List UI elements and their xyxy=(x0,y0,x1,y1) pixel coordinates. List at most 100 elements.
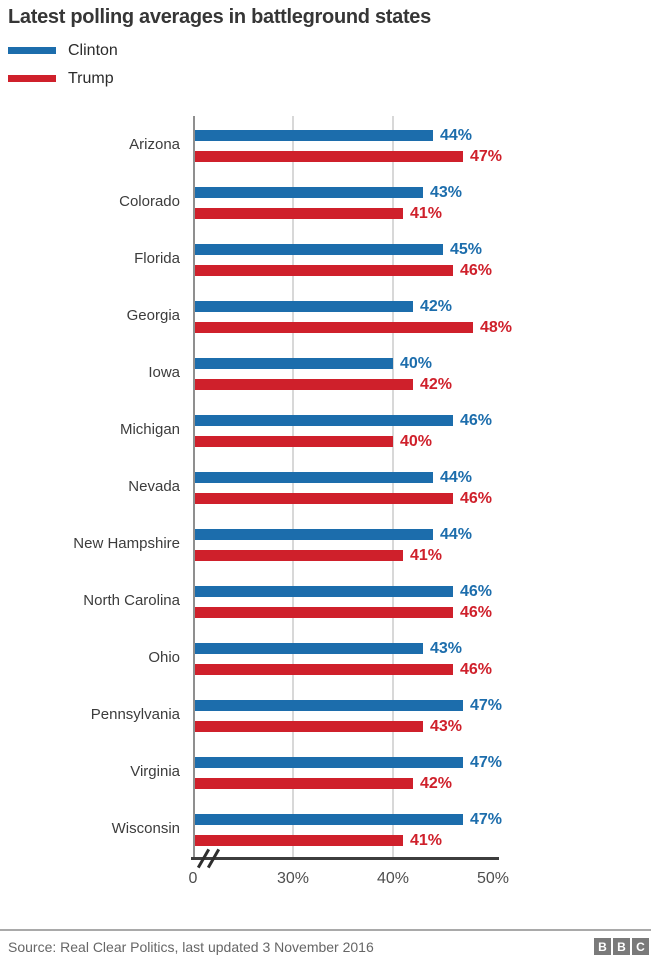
x-tick-label: 0 xyxy=(188,870,198,887)
x-tick-label: 50% xyxy=(476,870,510,887)
trump-value-label: 42% xyxy=(420,775,453,792)
footer-divider xyxy=(0,929,651,931)
state-bars: 40% 42% xyxy=(195,355,453,393)
trump-bar xyxy=(195,778,413,789)
clinton-value-label: 47% xyxy=(470,754,503,771)
clinton-bar xyxy=(195,643,423,654)
legend-item: Clinton xyxy=(8,41,118,60)
trump-bar-line: 41% xyxy=(195,547,472,564)
clinton-value-label: 44% xyxy=(440,526,473,543)
clinton-bar-line: 45% xyxy=(195,241,492,258)
legend-swatch xyxy=(8,47,56,54)
clinton-bar-line: 47% xyxy=(195,754,503,771)
clinton-value-label: 40% xyxy=(400,355,433,372)
clinton-bar xyxy=(195,529,433,540)
trump-bar xyxy=(195,721,423,732)
y-axis-line xyxy=(193,116,195,857)
clinton-value-label: 46% xyxy=(460,412,493,429)
trump-bar-line: 43% xyxy=(195,719,502,735)
state-row: Nevada 44% 46% xyxy=(0,458,651,515)
trump-value-label: 41% xyxy=(410,547,443,564)
trump-bar-line: 46% xyxy=(195,491,492,507)
state-label: New Hampshire xyxy=(73,535,180,552)
state-label: Arizona xyxy=(129,136,180,153)
clinton-bar xyxy=(195,187,423,198)
state-bars: 44% 46% xyxy=(195,469,492,507)
legend-label: Clinton xyxy=(68,41,118,59)
state-bars: 43% 41% xyxy=(195,184,463,222)
trump-bar xyxy=(195,151,463,162)
trump-bar-line: 42% xyxy=(195,376,453,393)
clinton-bar-line: 46% xyxy=(195,412,493,429)
clinton-bar xyxy=(195,700,463,711)
trump-value-label: 46% xyxy=(460,604,493,621)
legend: Clinton Trump xyxy=(8,41,118,88)
clinton-bar-line: 44% xyxy=(195,526,473,543)
state-label: Georgia xyxy=(126,307,180,324)
clinton-bar xyxy=(195,757,463,768)
clinton-bar xyxy=(195,130,433,141)
trump-value-label: 47% xyxy=(470,148,503,165)
trump-value-label: 48% xyxy=(480,319,513,336)
clinton-bar xyxy=(195,586,453,597)
bbc-logo-letter: B xyxy=(594,938,611,955)
state-row: Virginia 47% 42% xyxy=(0,743,651,800)
legend-item: Trump xyxy=(8,69,118,88)
chart-title: Latest polling averages in battleground … xyxy=(8,6,431,28)
plot-area: Arizona 44% 47% Colorado 43% 41% Florida xyxy=(0,116,651,857)
clinton-bar-line: 44% xyxy=(195,470,492,486)
trump-bar-line: 41% xyxy=(195,832,502,849)
trump-bar-line: 46% xyxy=(195,661,493,678)
clinton-bar xyxy=(195,301,413,312)
state-row: Wisconsin 47% 41% xyxy=(0,800,651,857)
trump-value-label: 41% xyxy=(410,205,443,222)
clinton-bar xyxy=(195,814,463,825)
clinton-value-label: 43% xyxy=(430,184,463,201)
bbc-logo-letter: C xyxy=(632,938,649,955)
x-tick-label: 40% xyxy=(376,870,410,887)
clinton-bar-line: 40% xyxy=(195,355,452,372)
state-row: Georgia 42% 48% xyxy=(0,287,651,344)
clinton-bar xyxy=(195,358,393,369)
trump-bar-line: 40% xyxy=(195,434,492,450)
trump-value-label: 42% xyxy=(420,376,453,393)
legend-label: Trump xyxy=(68,69,114,87)
gridline xyxy=(392,116,394,857)
state-bars: 43% 46% xyxy=(195,640,493,678)
state-label: Nevada xyxy=(128,478,180,495)
clinton-bar-line: 46% xyxy=(195,584,492,600)
trump-bar-line: 42% xyxy=(195,775,502,792)
source-text: Source: Real Clear Politics, last update… xyxy=(8,939,374,955)
clinton-bar-line: 43% xyxy=(195,184,463,201)
trump-bar xyxy=(195,208,403,219)
state-bars: 46% 46% xyxy=(195,583,493,621)
state-label: Wisconsin xyxy=(111,820,180,837)
trump-value-label: 41% xyxy=(410,832,443,849)
state-row: North Carolina 46% 46% xyxy=(0,572,651,629)
trump-bar-line: 47% xyxy=(195,148,503,165)
state-label: Virginia xyxy=(130,763,180,780)
state-bars: 47% 43% xyxy=(195,697,502,735)
state-label: Florida xyxy=(134,250,180,267)
state-label: Ohio xyxy=(148,649,180,666)
trump-bar xyxy=(195,436,393,447)
state-bars: 46% 40% xyxy=(195,412,493,450)
trump-bar xyxy=(195,835,403,846)
trump-bar-line: 48% xyxy=(195,319,513,336)
trump-value-label: 46% xyxy=(460,661,493,678)
legend-swatch xyxy=(8,75,56,82)
trump-value-label: 46% xyxy=(460,262,493,279)
clinton-bar-line: 43% xyxy=(195,641,492,657)
clinton-bar-line: 44% xyxy=(195,128,502,144)
clinton-value-label: 42% xyxy=(420,298,453,315)
x-axis: 0 30% 40% 50% xyxy=(0,848,651,903)
bbc-logo-letter: B xyxy=(613,938,630,955)
clinton-bar xyxy=(195,472,433,483)
state-label: North Carolina xyxy=(83,592,180,609)
state-row: Iowa 40% 42% xyxy=(0,344,651,401)
clinton-value-label: 45% xyxy=(450,241,483,258)
state-label: Michigan xyxy=(119,421,180,438)
state-label: Iowa xyxy=(148,364,180,381)
